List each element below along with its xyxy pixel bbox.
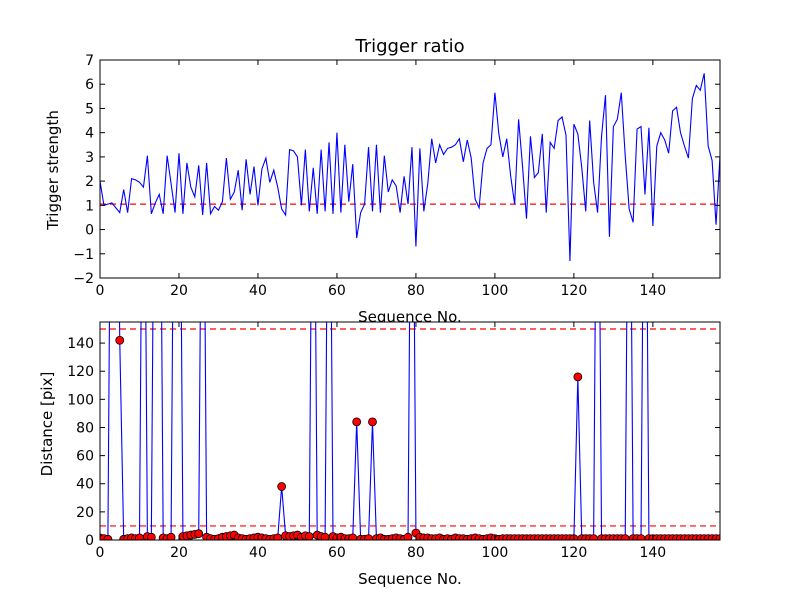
data-point	[194, 529, 204, 539]
data-point	[364, 534, 373, 540]
x-tick-label: 100	[482, 283, 509, 299]
data-point	[715, 534, 720, 540]
x-tick-label: 20	[170, 545, 188, 561]
data-point	[620, 534, 630, 540]
data-point	[403, 532, 413, 540]
y-tick-label: 0	[85, 223, 94, 239]
trigger-ratio-chart: Trigger ratio Sequence No. Trigger stren…	[44, 36, 721, 326]
x-tick-label: 120	[561, 283, 588, 299]
x-tick-label: 80	[407, 545, 425, 561]
x-axis-label: Sequence No.	[358, 570, 462, 588]
y-tick-label: 40	[76, 477, 94, 493]
data-point	[146, 532, 156, 540]
y-tick-label: −2	[73, 271, 94, 287]
y-tick-label: 7	[85, 53, 94, 69]
y-tick-label: 6	[85, 77, 94, 93]
y-tick-label: 120	[67, 364, 94, 380]
data-point	[304, 532, 314, 540]
y-tick-label: −1	[73, 247, 94, 263]
x-tick-label: 0	[96, 545, 105, 561]
y-tick-label: 4	[85, 126, 94, 142]
data-point	[115, 335, 125, 345]
x-tick-label: 20	[170, 283, 188, 299]
y-tick-label: 0	[85, 533, 94, 549]
data-point	[352, 417, 362, 427]
x-tick-label: 40	[249, 545, 267, 561]
y-tick-label: 5	[85, 101, 94, 117]
y-tick-label: 2	[85, 174, 94, 190]
plot-area	[100, 322, 720, 540]
x-tick-label: 60	[328, 283, 346, 299]
x-tick-label: 80	[407, 283, 425, 299]
data-point	[348, 533, 358, 540]
data-point	[273, 533, 283, 540]
x-tick-label: 140	[639, 283, 666, 299]
data-point	[636, 534, 646, 540]
series-line	[100, 73, 720, 262]
y-tick-label: 3	[85, 150, 94, 166]
data-point	[277, 482, 287, 491]
data-point	[368, 417, 377, 427]
chart-title: Trigger ratio	[354, 36, 464, 57]
x-tick-label: 120	[561, 545, 588, 561]
x-tick-label: 60	[328, 545, 346, 561]
y-tick-label: 80	[76, 420, 94, 436]
distance-chart: Sequence No. Distance [pix] 0 20 40 60 80 100…	[38, 321, 732, 588]
plot-frame	[99, 321, 721, 541]
y-axis-label: Distance [pix]	[38, 372, 56, 477]
y-tick-label: 100	[67, 392, 94, 408]
data-point	[135, 533, 144, 540]
y-axis-label: Trigger strength	[44, 110, 62, 231]
x-tick-label: 100	[482, 545, 509, 561]
y-tick-label: 60	[76, 449, 94, 465]
data-point	[724, 535, 732, 543]
x-tick-label: 40	[249, 283, 267, 299]
data-point	[589, 534, 599, 540]
y-tick-label: 1	[85, 198, 94, 214]
data-point	[103, 534, 113, 540]
x-tick-label: 0	[96, 283, 105, 299]
y-tick-label: 140	[67, 336, 94, 352]
plot-frame	[99, 59, 721, 279]
y-tick-label: 20	[76, 505, 94, 521]
data-point	[166, 532, 176, 540]
x-tick-label: 140	[639, 545, 666, 561]
data-point	[573, 372, 583, 382]
data-point	[719, 536, 720, 540]
